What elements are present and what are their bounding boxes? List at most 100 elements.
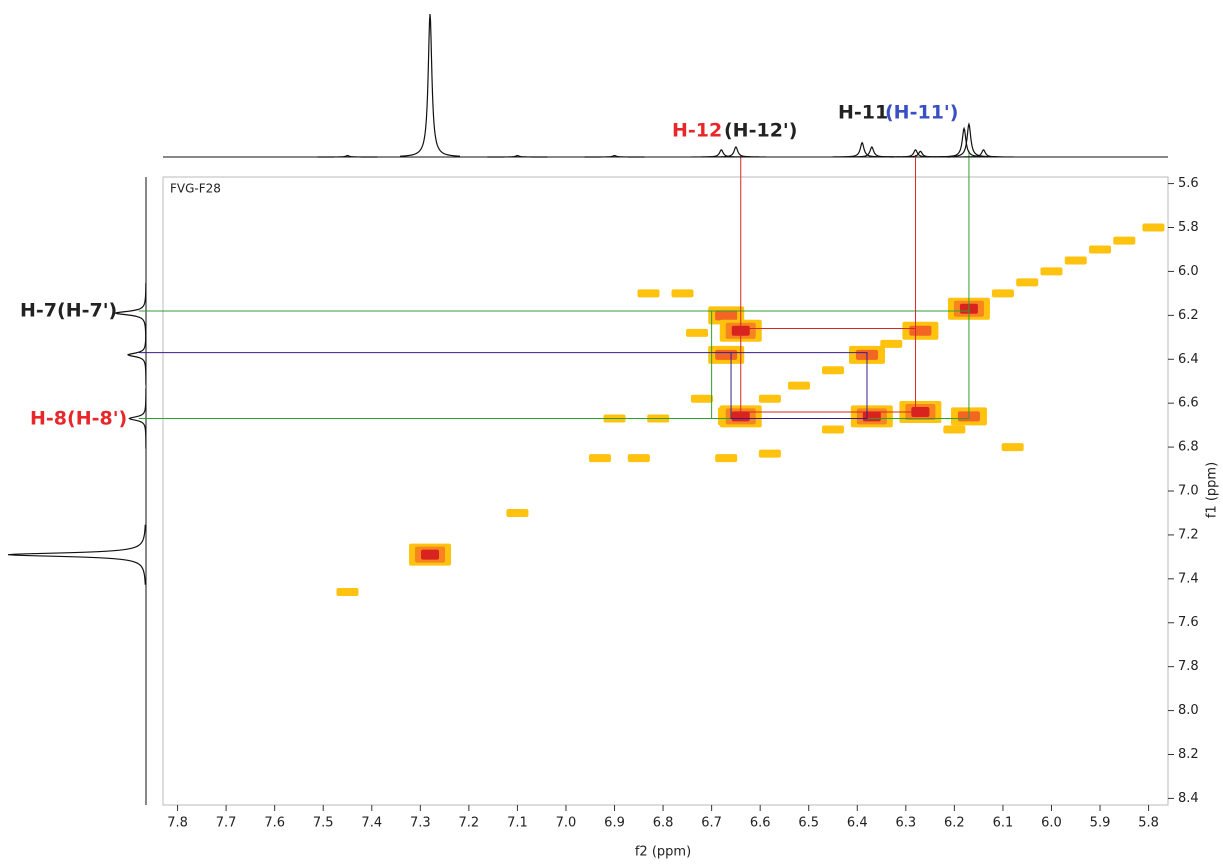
cross-peak: [671, 289, 694, 298]
cross-peak: [822, 366, 844, 375]
h8-label: H-8(H-8'): [30, 408, 127, 430]
y-tick-label: 7.0: [1178, 484, 1199, 499]
cross-peak: [686, 328, 709, 337]
cross-peak: [788, 381, 811, 390]
cross-peak: [758, 394, 781, 403]
peak-contour: [822, 425, 844, 434]
x-tick-label: 6.8: [653, 816, 674, 831]
cross-peak: [1016, 278, 1039, 287]
y-tick-label: 7.4: [1178, 571, 1199, 586]
x-tick-label: 6.4: [847, 816, 868, 831]
h11-label: H-11: [838, 102, 888, 124]
y-tick-label: 6.4: [1178, 352, 1199, 367]
top-spectrum-peak: [841, 146, 902, 158]
y-axis-label: f1 (ppm): [1205, 462, 1220, 518]
left-spectrum-peak: [126, 324, 147, 385]
cross-peak: [1089, 245, 1112, 254]
x-tick-label: 6.0: [1041, 816, 1062, 831]
left-spectrum-peak: [128, 388, 147, 449]
peak-contour: [1016, 278, 1039, 287]
peak-contour: [588, 454, 611, 463]
y-tick-label: 7.2: [1178, 527, 1199, 542]
top-spectrum-peak: [691, 149, 752, 158]
cross-peak: [719, 405, 762, 428]
peak-contour: [686, 328, 709, 337]
h12-label: H-12: [672, 120, 722, 142]
peak-contour: [1142, 223, 1165, 232]
cross-peak: [822, 425, 844, 434]
x-tick-label: 7.3: [410, 816, 431, 831]
cross-peak: [690, 394, 713, 403]
y-tick-label: 5.8: [1178, 220, 1199, 235]
h7-label: H-7(H-7'): [20, 300, 117, 322]
x-tick-label: 7.6: [264, 816, 285, 831]
y-tick-label: 7.6: [1178, 615, 1199, 630]
peak-contour: [715, 310, 738, 321]
cross-peak: [588, 454, 611, 463]
x-tick-label: 6.7: [701, 816, 722, 831]
x-axis-label: f2 (ppm): [635, 845, 691, 860]
cross-peak: [1001, 443, 1024, 452]
h11p-label: (H-11'): [885, 102, 958, 124]
peak-contour: [506, 508, 529, 517]
top-spectrum-peak: [487, 154, 548, 158]
cross-peak: [850, 405, 893, 428]
y-tick-label: 8.4: [1178, 791, 1199, 806]
x-tick-label: 5.9: [1090, 816, 1111, 831]
peak-contour: [1064, 256, 1087, 265]
top-spectrum-peak: [832, 141, 893, 158]
peak-contour: [758, 394, 781, 403]
x-tick-label: 7.7: [216, 816, 237, 831]
x-tick-label: 6.6: [750, 816, 771, 831]
peak-contour: [671, 289, 694, 298]
cross-peak: [943, 425, 966, 434]
x-tick-label: 6.3: [895, 816, 916, 831]
y-tick-label: 7.8: [1178, 659, 1199, 674]
peak-contour: [690, 394, 713, 403]
y-tick-label: 6.2: [1178, 308, 1199, 323]
y-tick-label: 8.0: [1178, 703, 1199, 718]
x-tick-label: 6.5: [798, 816, 819, 831]
cross-peak: [506, 508, 529, 517]
x-tick-label: 6.2: [944, 816, 965, 831]
cross-peak: [758, 449, 781, 458]
sample-label: FVG-F28: [170, 182, 221, 196]
peak-contour: [731, 411, 750, 422]
peak-contour: [637, 289, 660, 298]
peak-contour: [862, 411, 881, 422]
top-spectrum-peak: [399, 13, 461, 157]
cross-peak: [627, 454, 650, 463]
guide-line: [138, 352, 868, 420]
y-tick-label: 5.6: [1178, 176, 1199, 191]
x-tick-label: 7.2: [459, 816, 480, 831]
x-tick-label: 7.0: [556, 816, 577, 831]
x-tick-label: 7.4: [361, 816, 382, 831]
peak-contour: [1089, 245, 1112, 254]
left-spectrum-peak: [7, 524, 146, 585]
cross-peak: [715, 454, 738, 463]
x-tick-label: 7.1: [507, 816, 528, 831]
top-spectrum-peak: [705, 146, 766, 158]
cross-peak: [1113, 236, 1136, 245]
peak-contour: [1001, 443, 1024, 452]
peak-contour: [880, 339, 903, 348]
top-spectrum-peak: [317, 154, 378, 158]
top-spectrum-peak: [584, 154, 645, 158]
peak-contour: [822, 366, 844, 375]
plot-frame: [162, 176, 1169, 806]
cross-peak: [637, 289, 660, 298]
cross-peak: [1040, 267, 1063, 276]
peak-contour: [336, 588, 359, 597]
peak-contour: [715, 349, 738, 360]
x-tick-label: 6.1: [993, 816, 1014, 831]
x-tick-label: 7.8: [167, 816, 188, 831]
cross-peak: [1142, 223, 1165, 232]
h12p-label: (H-12'): [724, 120, 797, 142]
cross-peak: [902, 321, 939, 340]
peak-contour: [1040, 267, 1063, 276]
cross-peak: [708, 345, 745, 364]
cross-peak: [409, 543, 452, 566]
peak-contour: [627, 454, 650, 463]
